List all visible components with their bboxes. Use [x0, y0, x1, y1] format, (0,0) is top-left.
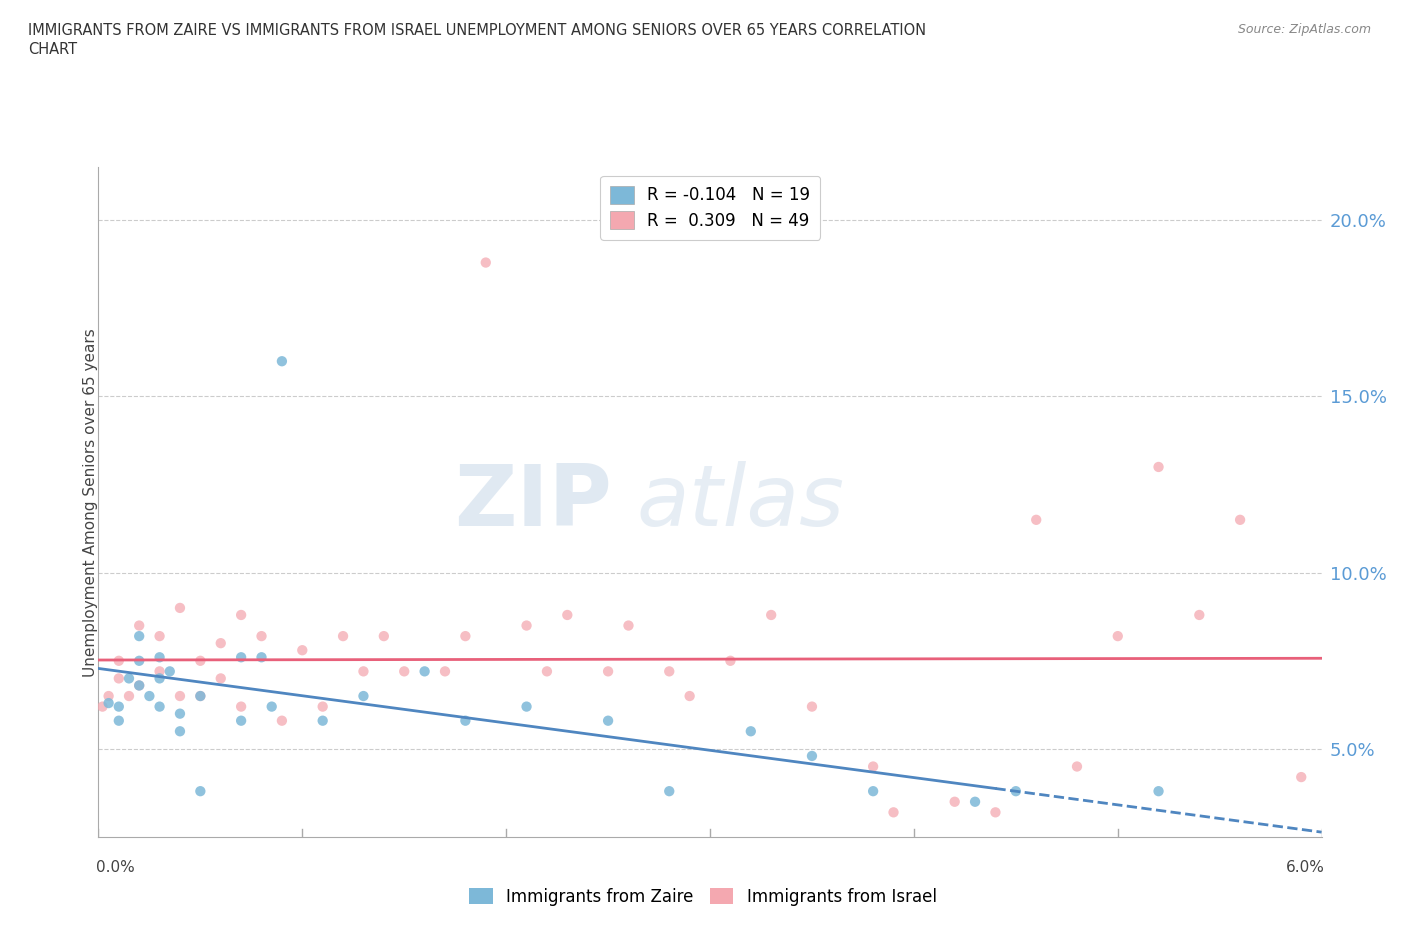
Point: [138, 688, 160, 703]
Point: [373, 629, 395, 644]
Point: [883, 804, 905, 819]
Point: [536, 664, 558, 679]
Point: [454, 713, 477, 728]
Point: [963, 794, 986, 809]
Point: [516, 699, 538, 714]
Point: [1289, 770, 1312, 785]
Point: [516, 618, 538, 633]
Point: [984, 804, 1007, 819]
Point: [617, 618, 640, 633]
Point: [128, 629, 150, 644]
Point: [209, 636, 232, 651]
Point: [118, 671, 141, 685]
Point: [108, 671, 131, 685]
Point: [352, 688, 374, 703]
Y-axis label: Unemployment Among Seniors over 65 years: Unemployment Among Seniors over 65 years: [83, 328, 97, 677]
Point: [1107, 629, 1129, 644]
Text: 0.0%: 0.0%: [96, 860, 135, 875]
Point: [169, 601, 191, 616]
Point: [159, 664, 181, 679]
Point: [392, 664, 416, 679]
Point: [231, 713, 253, 728]
Point: [188, 784, 212, 799]
Point: [108, 654, 131, 669]
Point: [128, 618, 150, 633]
Point: [270, 353, 292, 368]
Point: [260, 699, 283, 714]
Point: [1025, 512, 1047, 527]
Point: [761, 607, 783, 622]
Text: atlas: atlas: [637, 460, 845, 544]
Point: [149, 650, 172, 665]
Point: [291, 643, 314, 658]
Point: [149, 699, 172, 714]
Point: [598, 713, 620, 728]
Point: [231, 699, 253, 714]
Legend: R = -0.104   N = 19, R =  0.309   N = 49: R = -0.104 N = 19, R = 0.309 N = 49: [600, 176, 820, 240]
Point: [231, 650, 253, 665]
Point: [149, 629, 172, 644]
Point: [1147, 784, 1170, 799]
Point: [1188, 607, 1211, 622]
Point: [169, 724, 191, 738]
Point: [108, 699, 131, 714]
Point: [188, 688, 212, 703]
Point: [801, 749, 824, 764]
Point: [270, 713, 292, 728]
Point: [108, 713, 131, 728]
Point: [250, 650, 273, 665]
Point: [332, 629, 354, 644]
Point: [169, 706, 191, 721]
Text: 6.0%: 6.0%: [1285, 860, 1324, 875]
Point: [474, 255, 498, 270]
Point: [740, 724, 762, 738]
Point: [862, 784, 884, 799]
Point: [169, 688, 191, 703]
Point: [943, 794, 966, 809]
Point: [1147, 459, 1170, 474]
Text: IMMIGRANTS FROM ZAIRE VS IMMIGRANTS FROM ISRAEL UNEMPLOYMENT AMONG SENIORS OVER : IMMIGRANTS FROM ZAIRE VS IMMIGRANTS FROM…: [28, 23, 927, 38]
Point: [128, 654, 150, 669]
Point: [209, 671, 232, 685]
Point: [188, 654, 212, 669]
Point: [658, 664, 681, 679]
Point: [658, 784, 681, 799]
Point: [555, 607, 579, 622]
Point: [1229, 512, 1251, 527]
Point: [149, 664, 172, 679]
Point: [188, 688, 212, 703]
Point: [231, 607, 253, 622]
Point: [149, 671, 172, 685]
Point: [862, 759, 884, 774]
Text: Source: ZipAtlas.com: Source: ZipAtlas.com: [1237, 23, 1371, 36]
Point: [128, 678, 150, 693]
Point: [91, 699, 114, 714]
Point: [311, 713, 335, 728]
Point: [413, 664, 436, 679]
Point: [1004, 784, 1026, 799]
Text: CHART: CHART: [28, 42, 77, 57]
Point: [128, 678, 150, 693]
Point: [801, 699, 824, 714]
Point: [97, 688, 120, 703]
Point: [679, 688, 702, 703]
Point: [1066, 847, 1088, 862]
Point: [718, 654, 742, 669]
Legend: Immigrants from Zaire, Immigrants from Israel: Immigrants from Zaire, Immigrants from I…: [463, 881, 943, 912]
Point: [352, 664, 374, 679]
Point: [118, 688, 141, 703]
Point: [250, 629, 273, 644]
Text: ZIP: ZIP: [454, 460, 612, 544]
Point: [1066, 759, 1088, 774]
Point: [454, 629, 477, 644]
Point: [433, 664, 456, 679]
Point: [598, 664, 620, 679]
Point: [97, 696, 120, 711]
Point: [311, 699, 335, 714]
